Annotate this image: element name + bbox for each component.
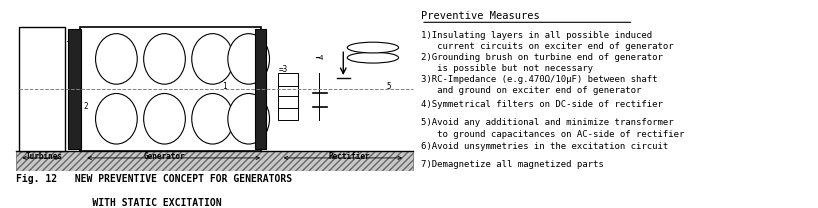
Bar (16, 151, 413, 171)
Text: Turbines: Turbines (26, 152, 63, 161)
Text: Preventive Measures: Preventive Measures (421, 10, 540, 21)
Text: 2: 2 (83, 102, 88, 111)
Text: 3)RC-Impedance (e.g.470Ω/10μF) between shaft
   and ground on exciter end of gen: 3)RC-Impedance (e.g.470Ω/10μF) between s… (421, 74, 658, 95)
Ellipse shape (191, 34, 233, 84)
Text: Generator: Generator (144, 152, 186, 161)
Text: 5)Avoid any additional and minimize transformer
   to ground capacitances on AC-: 5)Avoid any additional and minimize tran… (421, 118, 685, 139)
Bar (278, 73, 299, 120)
Text: EE: EE (249, 41, 258, 51)
Ellipse shape (144, 34, 186, 84)
Ellipse shape (228, 94, 269, 144)
Ellipse shape (96, 34, 137, 84)
Ellipse shape (228, 34, 269, 84)
Bar (68, 29, 81, 149)
Text: 1: 1 (222, 82, 227, 91)
Ellipse shape (144, 94, 186, 144)
Text: 4)Symmetrical filters on DC-side of rectifier: 4)Symmetrical filters on DC-side of rect… (421, 100, 663, 109)
Ellipse shape (96, 94, 137, 144)
Text: Rectifier: Rectifier (328, 152, 370, 161)
Text: ━4: ━4 (315, 55, 324, 61)
Bar (80, 26, 261, 151)
Text: 5: 5 (387, 82, 391, 91)
Text: =3: =3 (279, 65, 289, 74)
Circle shape (348, 42, 398, 53)
Text: 1)Insulating layers in all possible induced
   current circuits on exciter end o: 1)Insulating layers in all possible indu… (421, 31, 674, 51)
Bar (255, 29, 266, 149)
Text: Fig. 12   NEW PREVENTIVE CONCEPT FOR GENERATORS: Fig. 12 NEW PREVENTIVE CONCEPT FOR GENER… (16, 174, 292, 184)
Text: 7)Demagnetize all magnetized parts: 7)Demagnetize all magnetized parts (421, 160, 604, 170)
Text: 2)Grounding brush on turbine end of generator
   is possible but not necessary: 2)Grounding brush on turbine end of gene… (421, 53, 663, 73)
Text: 6)Avoid unsymmetries in the excitation circuit: 6)Avoid unsymmetries in the excitation c… (421, 142, 668, 151)
Text: WITH STATIC EXCITATION: WITH STATIC EXCITATION (16, 198, 222, 208)
Ellipse shape (191, 94, 233, 144)
Circle shape (348, 52, 398, 63)
Bar (19, 26, 65, 151)
Text: TE: TE (67, 41, 76, 51)
